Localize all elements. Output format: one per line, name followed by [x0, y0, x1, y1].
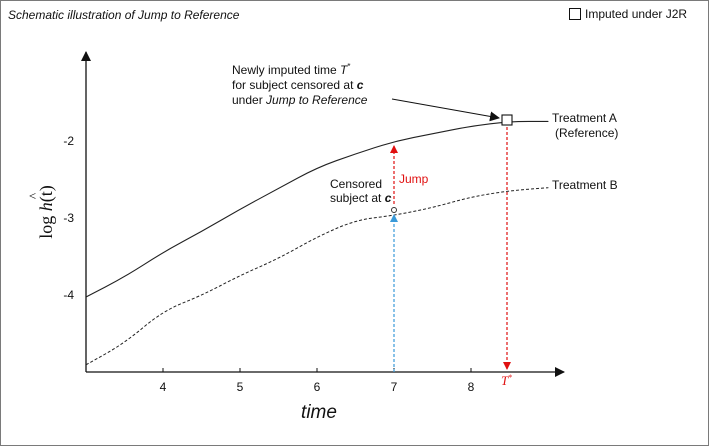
- censored-label-line1: Censored: [330, 177, 382, 191]
- annotation-pointer-arrow: [391, 98, 500, 122]
- y-tick-label-neg2: -2: [63, 134, 74, 148]
- x-tick-label-4: 4: [160, 380, 167, 394]
- x-axis-label: time: [301, 402, 337, 423]
- figure-title: Schematic illustration of Jump to Refere…: [8, 8, 240, 22]
- imputed-marker-square: [501, 114, 513, 126]
- y-axis-label: log h(t) ^: [26, 185, 57, 239]
- legend: Imputed under J2R: [569, 7, 687, 21]
- censored-point-marker: [391, 207, 397, 213]
- imputed-annotation-line1: Newly imputed time T*: [232, 62, 351, 77]
- treatment-a-reference-label: (Reference): [555, 126, 618, 140]
- y-tick-label-neg4: -4: [63, 288, 74, 302]
- treatment-b-label: Treatment B: [552, 178, 618, 192]
- censored-label-line2: subject at c: [330, 191, 392, 205]
- jump-label: Jump: [399, 172, 429, 186]
- treatment-b-curve: [85, 187, 549, 366]
- x-tick-label-5: 5: [237, 380, 244, 394]
- imputed-time-label: T*: [501, 373, 512, 388]
- open-square-marker-icon: [569, 8, 581, 20]
- imputed-annotation-line2: for subject censored at c: [232, 78, 364, 92]
- svg-text:^: ^: [26, 193, 41, 199]
- x-tick-label-6: 6: [314, 380, 321, 394]
- treatment-a-curve: [85, 120, 549, 298]
- treatment-a-label: Treatment A: [552, 111, 617, 125]
- x-tick-label-7: 7: [391, 380, 398, 394]
- legend-label: Imputed under J2R: [585, 7, 688, 21]
- x-tick-label-8: 8: [468, 380, 475, 394]
- svg-text:log h(t): log h(t): [36, 185, 57, 239]
- imputed-annotation-line3: under Jump to Reference: [232, 93, 368, 107]
- y-tick-label-neg3: -3: [63, 211, 74, 225]
